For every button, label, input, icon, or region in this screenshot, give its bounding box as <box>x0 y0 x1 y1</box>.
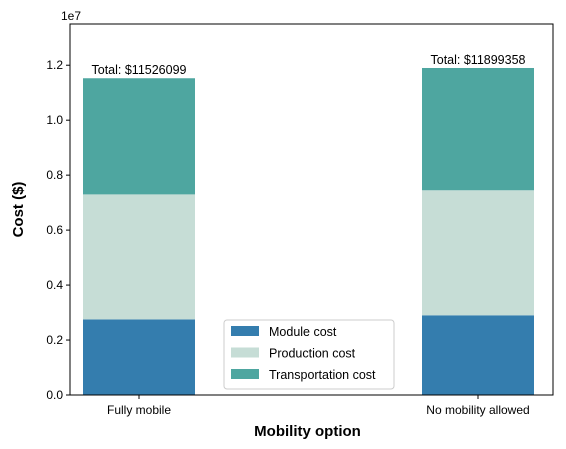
total-label-0: Total: $11526099 <box>92 63 187 77</box>
plot-frame <box>69 23 554 396</box>
legend-swatch-1 <box>231 347 259 358</box>
total-labels-group: Total: $11526099 Total: $11899358 <box>92 53 526 77</box>
bar-transportation-cost-1 <box>422 67 534 191</box>
bar-production-cost-1 <box>422 190 534 316</box>
x-axis-title: Mobility option <box>254 423 361 440</box>
legend-label-1: Production cost <box>269 347 356 361</box>
bar-module-cost-0 <box>83 319 195 395</box>
x-tick-label-1: No mobility allowed <box>426 403 529 417</box>
x-axis-ticks: Fully mobile No mobility allowed <box>107 395 530 417</box>
y-axis-ticks: 0.0 0.2 0.4 0.6 0.8 1.0 1.2 <box>46 58 70 402</box>
legend-swatch-2 <box>231 369 259 379</box>
bar-module-cost-1 <box>422 315 534 395</box>
y-tick-label-6: 1.2 <box>46 58 63 72</box>
bar-production-cost-0 <box>83 194 195 320</box>
y-axis-offset-label: 1e7 <box>61 9 81 23</box>
legend-label-0: Module cost <box>269 325 337 339</box>
y-tick-label-2: 0.4 <box>46 278 63 292</box>
total-label-1: Total: $11899358 <box>431 53 526 67</box>
x-tick-label-0: Fully mobile <box>107 403 171 417</box>
y-tick-label-0: 0.0 <box>46 388 63 402</box>
y-tick-label-5: 1.0 <box>46 113 63 127</box>
bars-group <box>83 67 534 395</box>
y-tick-label-3: 0.6 <box>46 223 63 237</box>
y-axis-title: Cost ($) <box>10 182 27 238</box>
legend-swatch-0 <box>231 326 259 336</box>
legend: Module cost Production cost Transportation… <box>223 319 395 390</box>
legend-box <box>223 319 395 390</box>
legend-label-2: Transportation cost <box>269 368 376 382</box>
y-tick-label-4: 0.8 <box>46 168 63 182</box>
bar-transportation-cost-0 <box>83 78 195 195</box>
y-tick-label-1: 0.2 <box>46 333 63 347</box>
